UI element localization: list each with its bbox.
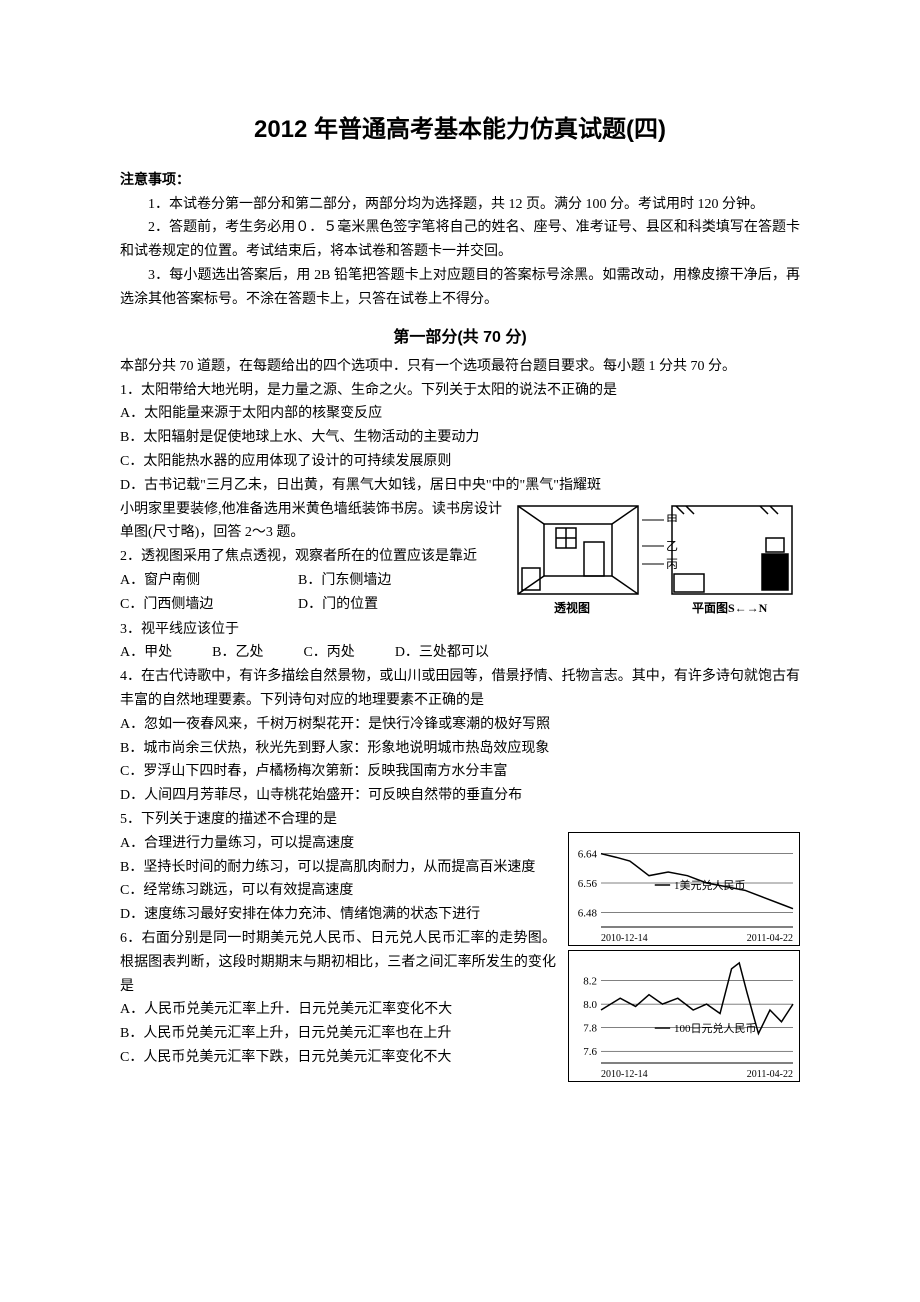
svg-text:1美元兑人民币: 1美元兑人民币 <box>674 878 745 892</box>
exam-title: 2012 年普通高考基本能力仿真试题(四) <box>120 110 800 151</box>
q1-opt-b: B．太阳辐射是促使地球上水、大气、生物活动的主要动力 <box>120 426 800 450</box>
q2-opt-a: A．窗户南侧 <box>120 569 270 593</box>
label-jia: 甲 <box>666 513 678 527</box>
label-bing: 丙 <box>666 557 678 571</box>
notice-header: 注意事项： <box>120 169 800 193</box>
q3-opt-a: A．甲处 <box>120 641 172 665</box>
svg-text:7.6: 7.6 <box>583 1046 597 1058</box>
svg-text:2010-12-14: 2010-12-14 <box>601 1069 648 1080</box>
q6-opt-a: A．人民币兑美元汇率上升．日元兑美元汇率变化不大 <box>120 998 556 1022</box>
section-title: 第一部分(共 70 分) <box>120 324 800 351</box>
svg-text:2011-04-22: 2011-04-22 <box>747 1069 793 1080</box>
notice-item-2: 2．答题前，考生务必用０．５毫米黑色签字笔将自己的姓名、座号、准考证号、县区和科… <box>120 216 800 264</box>
room-diagram: 甲 乙 丙 透视图 平面图S←→N <box>514 498 800 618</box>
q5-stem: 5．下列关于速度的描述不合理的是 <box>120 808 800 832</box>
usd-chart: 6.64 6.56 6.48 2010-12-14 2011-04-22 1美元兑人民币 <box>568 832 800 946</box>
caption-perspective: 透视图 <box>554 600 590 615</box>
q1-opt-a: A．太阳能量来源于太阳内部的核聚变反应 <box>120 402 800 426</box>
q4-opt-d: D．人间四月芳菲尽，山寺桃花始盛开：可反映自然带的垂直分布 <box>120 784 800 808</box>
q2-opt-b: B．门东侧墙边 <box>298 569 448 593</box>
q2-opt-c: C．门西侧墙边 <box>120 593 270 617</box>
notice-item-3: 3．每小题选出答案后，用 2B 铅笔把答题卡上对应题目的答案标号涂黑。如需改动，… <box>120 264 800 312</box>
q5-opt-b: B．坚持长时间的耐力练习，可以提高肌肉耐力，从而提高百米速度 <box>120 856 556 880</box>
svg-text:2011-04-22: 2011-04-22 <box>747 933 793 944</box>
q6-opt-b: B．人民币兑美元汇率上升，日元兑美元汇率也在上升 <box>120 1022 556 1046</box>
q3-opt-c: C．丙处 <box>303 641 354 665</box>
q3-opt-d: D．三处都可以 <box>395 641 489 665</box>
q6-stem: 6．右面分别是同一时期美元兑人民币、日元兑人民币汇率的走势图。根据图表判断，这段… <box>120 927 556 998</box>
q1-opt-d: D．古书记载"三月乙未，日出黄，有黑气大如钱，居日中央"中的"黑气"指耀斑 <box>120 474 800 498</box>
exchange-rate-charts: 6.646.566.482010-12-142011-04-221美元兑人民币 … <box>568 832 800 1086</box>
q4-stem: 4．在古代诗歌中，有许多描绘自然景物，或山川或田园等，借景抒情、托物言志。其中，… <box>120 665 800 713</box>
svg-text:7.8: 7.8 <box>583 1022 597 1034</box>
q5-opt-a: A．合理进行力量练习，可以提高速度 <box>120 832 556 856</box>
q6-opt-c: C．人民币兑美元汇率下跌，日元兑美元汇率变化不大 <box>120 1046 556 1070</box>
q4-opt-b: B．城市尚余三伏热，秋光先到野人家：形象地说明城市热岛效应现象 <box>120 737 800 761</box>
q1-opt-c: C．太阳能热水器的应用体现了设计的可持续发展原则 <box>120 450 800 474</box>
svg-text:100日元兑人民币: 100日元兑人民币 <box>674 1021 756 1035</box>
jpy-chart: 8.2 8.0 7.8 7.6 2010-12-14 2011-04-22 100日元兑人民… <box>568 950 800 1082</box>
q1-stem: 1．太阳带给大地光明，是力量之源、生命之火。下列关于太阳的说法不正确的是 <box>120 379 800 403</box>
svg-text:2010-12-14: 2010-12-14 <box>601 933 648 944</box>
q3-stem: 3．视平线应该位于 <box>120 618 800 642</box>
q5-opt-d: D．速度练习最好安排在体力充沛、情绪饱满的状态下进行 <box>120 903 556 927</box>
svg-text:8.0: 8.0 <box>583 999 597 1011</box>
caption-plan: 平面图S←→N <box>692 601 768 615</box>
q2-stem: 2．透视图采用了焦点透视，观察者所在的位置应该是靠近 <box>120 545 502 569</box>
q3-opt-b: B．乙处 <box>212 641 263 665</box>
section-intro: 本部分共 70 道题，在每题给出的四个选项中．只有一个选项最符台题目要求。每小题… <box>120 355 800 379</box>
svg-text:6.56: 6.56 <box>578 878 598 890</box>
svg-text:6.64: 6.64 <box>578 848 598 860</box>
svg-text:6.48: 6.48 <box>578 907 598 919</box>
context-2-3: 小明家里要装修,他准备选用米黄色墙纸装饰书房。读书房设计单图(尺寸略)，回答 2… <box>120 498 502 546</box>
svg-text:8.2: 8.2 <box>583 975 597 987</box>
notice-item-1: 1．本试卷分第一部分和第二部分，两部分均为选择题，共 12 页。满分 100 分… <box>120 193 800 217</box>
label-yi: 乙 <box>666 539 678 553</box>
q4-opt-c: C．罗浮山下四时春，卢橘杨梅次第新：反映我国南方水分丰富 <box>120 760 800 784</box>
q2-opt-d: D．门的位置 <box>298 593 448 617</box>
q4-opt-a: A．忽如一夜春风来，千树万树梨花开：是快行冷锋或寒潮的极好写照 <box>120 713 800 737</box>
q5-opt-c: C．经常练习跳远，可以有效提高速度 <box>120 879 556 903</box>
